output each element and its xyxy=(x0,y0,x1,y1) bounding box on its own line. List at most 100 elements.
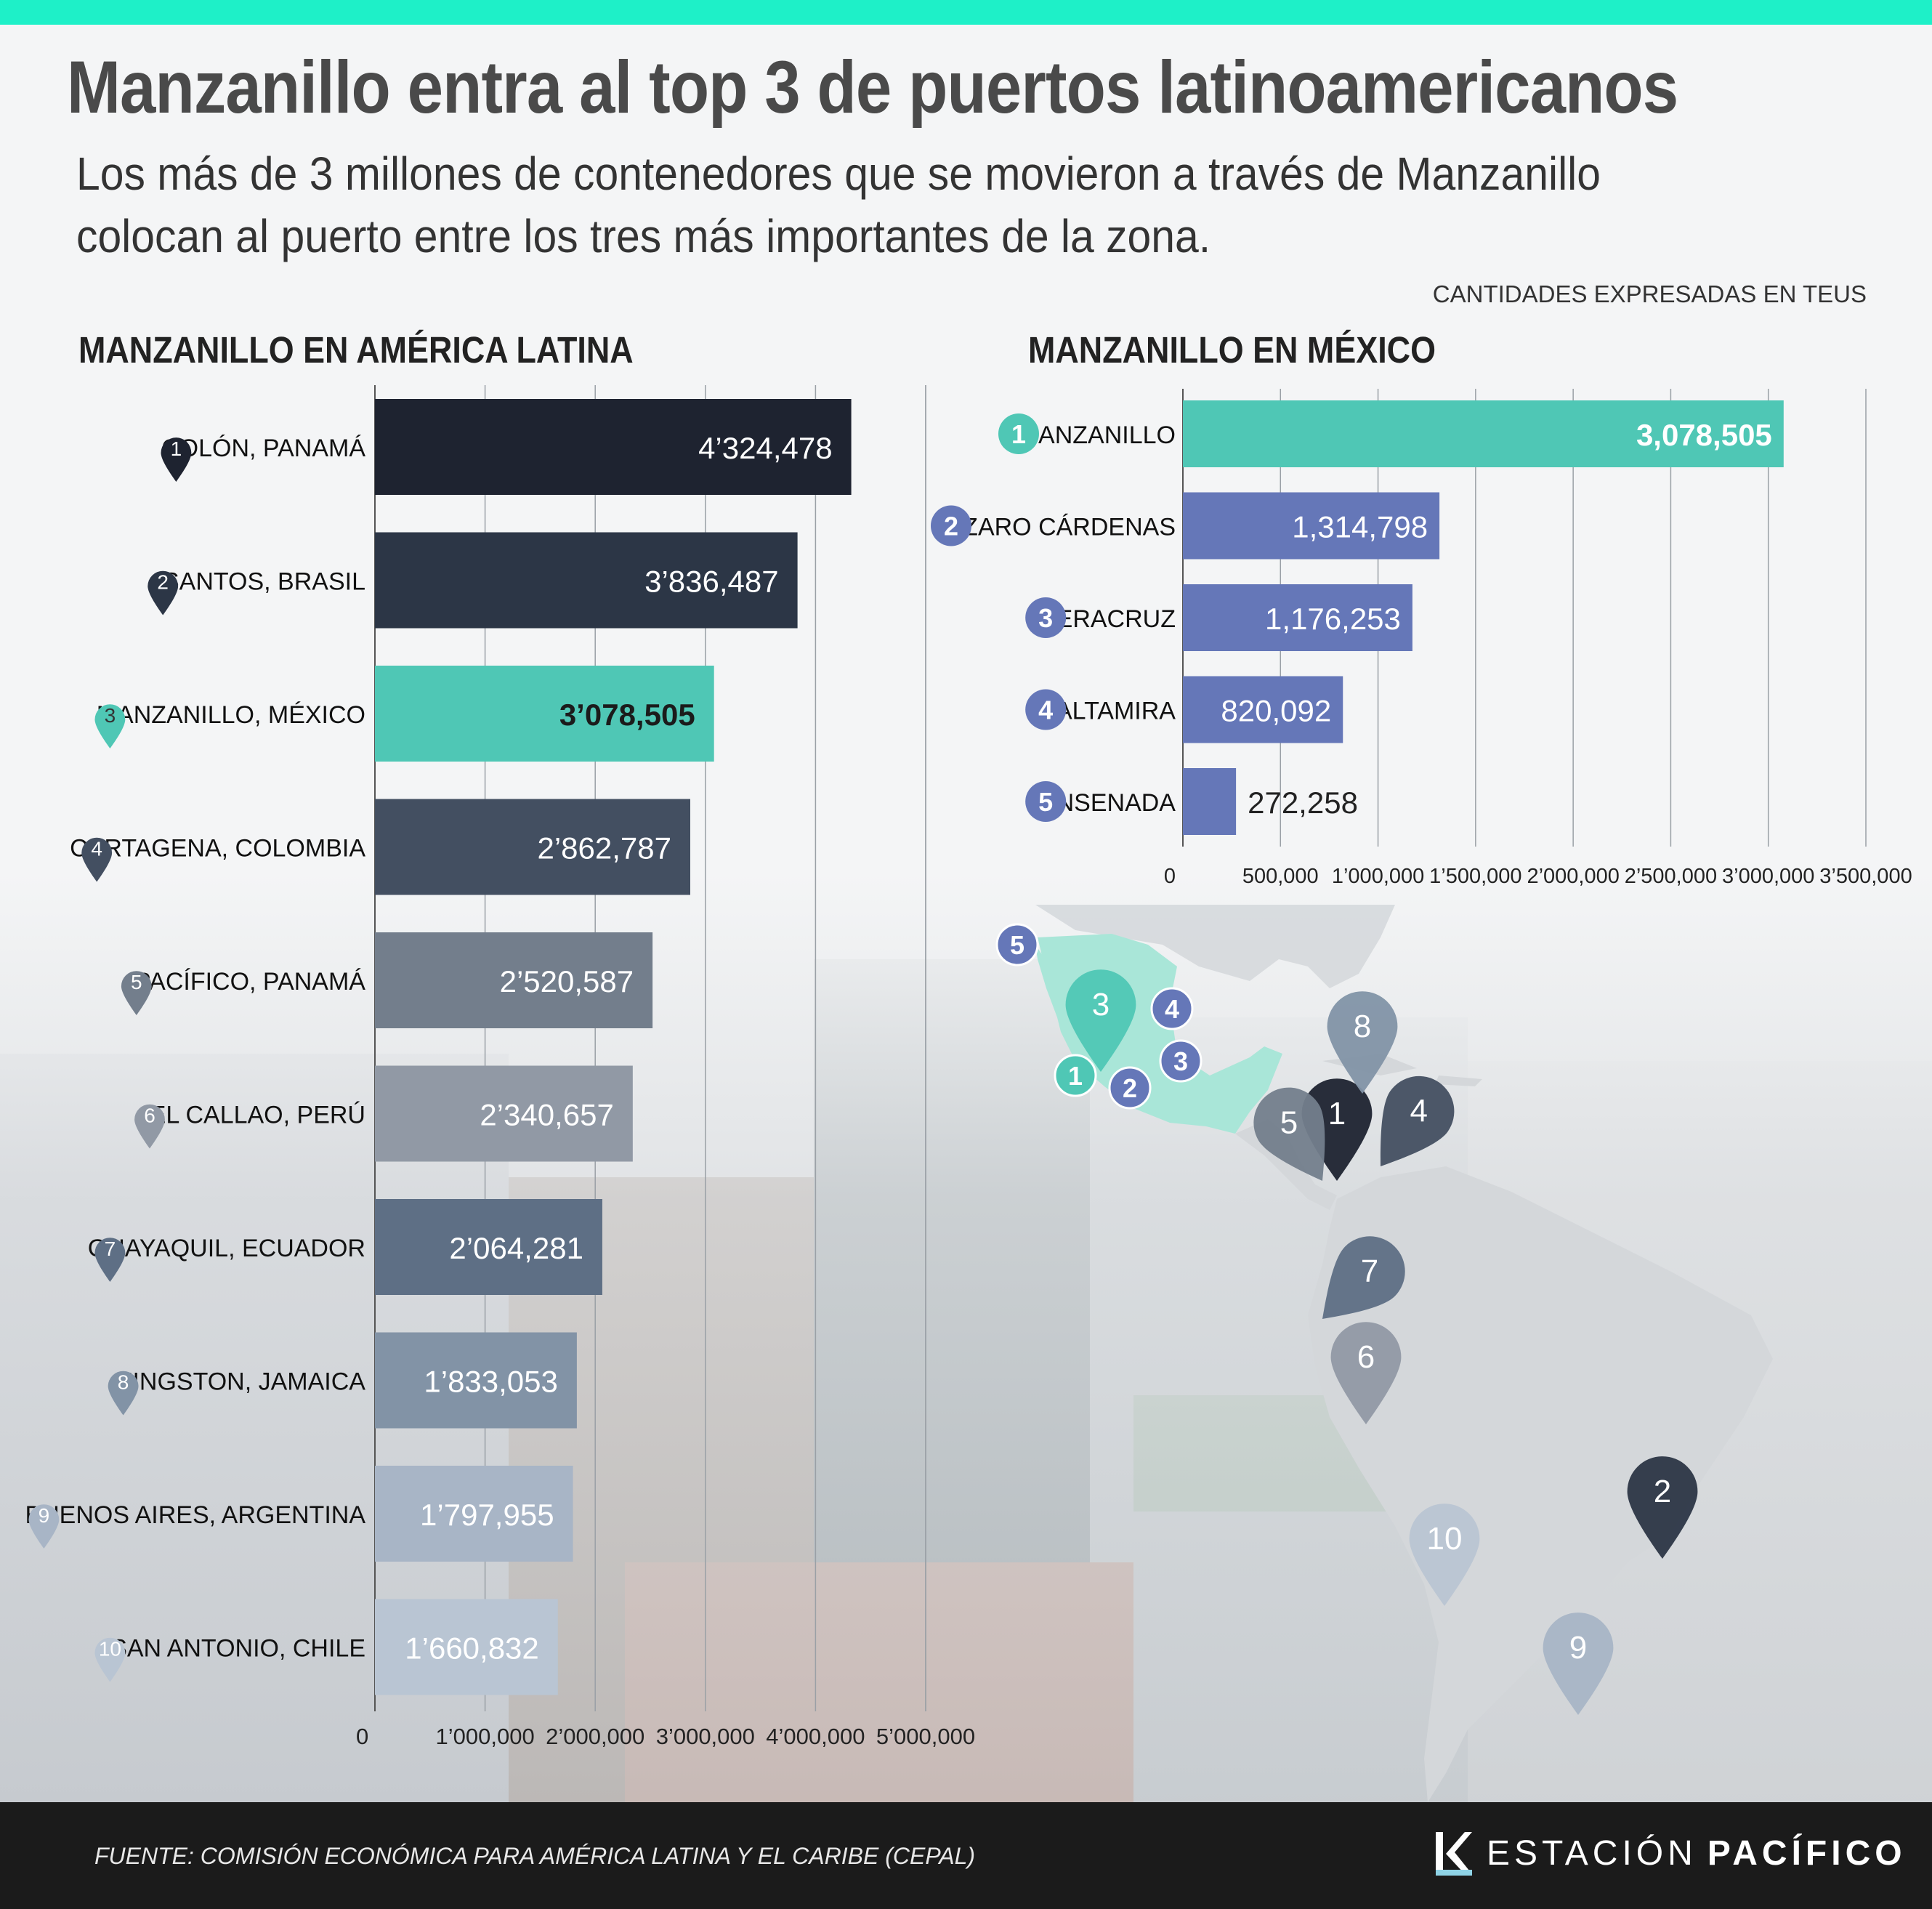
latam-value-label: 2’340,657 xyxy=(480,1098,614,1132)
latam-bar xyxy=(375,1065,633,1162)
map-pin-number: 10 xyxy=(1427,1521,1463,1557)
mexico-tick-label: 3’500,000 xyxy=(1819,865,1912,888)
map-pin-shape xyxy=(1322,1236,1405,1319)
mexico-tick-label: 2’500,000 xyxy=(1625,865,1717,888)
mexico-category-label: MANZANILLO xyxy=(1018,421,1176,449)
latam-rank-pin-icon xyxy=(147,570,179,616)
map-pin-shape xyxy=(1330,1322,1402,1424)
latam-map-pin-icon: 9 xyxy=(1543,1613,1614,1715)
latam-value-label: 3’836,487 xyxy=(644,565,779,599)
mexico-map-badge-icon xyxy=(995,923,1039,966)
latam-rank-number: 4 xyxy=(91,838,102,860)
mexico-map-badge-number: 1 xyxy=(1068,1061,1083,1091)
map-pin-number: 1 xyxy=(1328,1096,1346,1131)
latam-rank-pin-icon xyxy=(81,837,113,882)
map-pin-number: 2 xyxy=(1654,1474,1671,1509)
latam-bar xyxy=(375,532,798,629)
latam-category-label: SAN ANTONIO, CHILE xyxy=(110,1635,365,1663)
mexico-value-label: 1,176,253 xyxy=(1265,602,1401,636)
mexico-value-label: 3,078,505 xyxy=(1636,418,1772,452)
latam-value-label: 2’862,787 xyxy=(537,831,671,865)
latam-category-label: SANTOS, BRASIL xyxy=(163,568,365,596)
latam-tick-label: 3’000,000 xyxy=(656,1724,755,1749)
mexico-rank-number: 1 xyxy=(1011,419,1026,449)
latam-category-label: CARTAGENA, COLOMBIA xyxy=(70,835,365,863)
mexico-map-badge-number: 4 xyxy=(1165,994,1179,1024)
mexico-tick-label: 0 xyxy=(1164,865,1176,888)
latam-tick-label: 1’000,000 xyxy=(436,1724,535,1749)
mexico-bar xyxy=(1183,584,1412,651)
map-pin-shape xyxy=(1065,969,1136,1072)
latam-category-label: GUAYAQUIL, ECUADOR xyxy=(88,1235,365,1262)
mexico-bar-chart: 0 500,000 1’000,000 1’500,000 2’000,000 2’500… xyxy=(925,385,1912,1711)
mexico-map-badge-number: 5 xyxy=(1010,930,1024,960)
latam-category-label: PACÍFICO, PANAMÁ xyxy=(134,968,365,996)
latam-rank-number: 2 xyxy=(157,571,169,594)
latam-rank-pin-icon xyxy=(94,1637,126,1682)
mexico-rank-badge-icon xyxy=(1025,597,1067,638)
latam-bar xyxy=(375,666,714,762)
mexico-rank-badge-icon xyxy=(1025,781,1067,822)
map-pin-number: 7 xyxy=(1361,1254,1378,1289)
mexico-value-label: 272,258 xyxy=(1248,786,1358,820)
mexico-map-badge-number: 3 xyxy=(1173,1046,1188,1076)
map-pin-shape xyxy=(1301,1078,1373,1181)
latam-tick-label: 4’000,000 xyxy=(766,1724,865,1749)
map-pin-number: 9 xyxy=(1569,1630,1587,1666)
latam-bar xyxy=(375,1332,577,1429)
map-pin-number: 4 xyxy=(1410,1094,1428,1129)
latam-rank-number: 10 xyxy=(99,1638,121,1660)
mexico-bar xyxy=(1183,768,1237,835)
latam-rank-number: 1 xyxy=(171,437,182,460)
latam-map-pin-icon: 4 xyxy=(1380,1075,1455,1166)
latam-map-pin-icon: 1 xyxy=(1301,1078,1373,1181)
latam-map-pin-icon: 8 xyxy=(1327,991,1398,1094)
map-pin-number: 5 xyxy=(1280,1105,1298,1140)
brand-name-part2: PACÍFICO xyxy=(1707,1833,1907,1873)
mexico-tick-label: 1’500,000 xyxy=(1429,865,1521,888)
brand-name-part1: ESTACIÓN xyxy=(1487,1833,1697,1873)
latam-value-label: 2’520,587 xyxy=(500,964,634,998)
latam-category-label: KINGSTON, JAMAICA xyxy=(116,1368,366,1396)
latam-category-label: MANZANILLO, MÉXICO xyxy=(97,701,365,729)
map-pin-shape xyxy=(1627,1456,1698,1559)
footer-bar xyxy=(0,1802,1932,1909)
mexico-value-label: 820,092 xyxy=(1221,694,1331,728)
mexico-value-label: 1,314,798 xyxy=(1292,510,1428,544)
latam-tick-label: 5’000,000 xyxy=(876,1724,975,1749)
latam-rank-pin-icon xyxy=(134,1104,165,1149)
latam-value-label: 3’078,505 xyxy=(559,698,695,732)
mexico-tick-label: 2’000,000 xyxy=(1527,865,1619,888)
mexico-category-label: ALTAMIRA xyxy=(1056,698,1176,725)
mexico-tick-label: 1’000,000 xyxy=(1332,865,1424,888)
mexico-rank-badge-icon xyxy=(998,413,1039,454)
latam-rank-pin-icon xyxy=(94,704,126,748)
latam-map-pin-icon: 6 xyxy=(1330,1322,1402,1424)
latam-map-pin-icon: 5 xyxy=(1253,1087,1325,1181)
latam-bar xyxy=(375,1599,558,1695)
latam-category-label: BUENOS AIRES, ARGENTINA xyxy=(25,1501,365,1529)
latam-rank-pin-icon xyxy=(121,971,152,1015)
latam-tick-label: 0 xyxy=(356,1724,368,1749)
map-pin-shape xyxy=(1253,1087,1325,1181)
page-title: Manzanillo entra al top 3 de puertos lat… xyxy=(67,46,1678,129)
mexico-chart-title: MANZANILLO EN MÉXICO xyxy=(1028,329,1436,371)
latam-category-label: COLÓN, PANAMÁ xyxy=(161,435,365,462)
mexico-rank-number: 3 xyxy=(1038,603,1053,633)
mexico-map-badge-icon xyxy=(1150,987,1194,1030)
mexico-category-label: LÁZARO CÁRDENAS xyxy=(933,514,1176,541)
latam-rank-number: 9 xyxy=(39,1504,50,1527)
latam-rank-number: 8 xyxy=(118,1371,129,1394)
map-pin-shape xyxy=(1380,1075,1455,1166)
latam-tick-label: 2’000,000 xyxy=(546,1724,644,1749)
brand-logo: ESTACIÓN PACÍFICO xyxy=(1433,1824,1907,1882)
latam-value-label: 4’324,478 xyxy=(698,431,833,465)
mexico-rank-badge-icon xyxy=(1025,689,1067,730)
map-pin-number: 3 xyxy=(1092,987,1110,1022)
map-pin-number: 8 xyxy=(1354,1009,1371,1044)
latam-bar-chart: 0 1’000,000 2’000,000 3’000,000 4’000,000 5’0… xyxy=(25,385,975,1749)
mexico-map-badge-icon xyxy=(1108,1066,1152,1110)
latam-bar xyxy=(375,932,653,1028)
